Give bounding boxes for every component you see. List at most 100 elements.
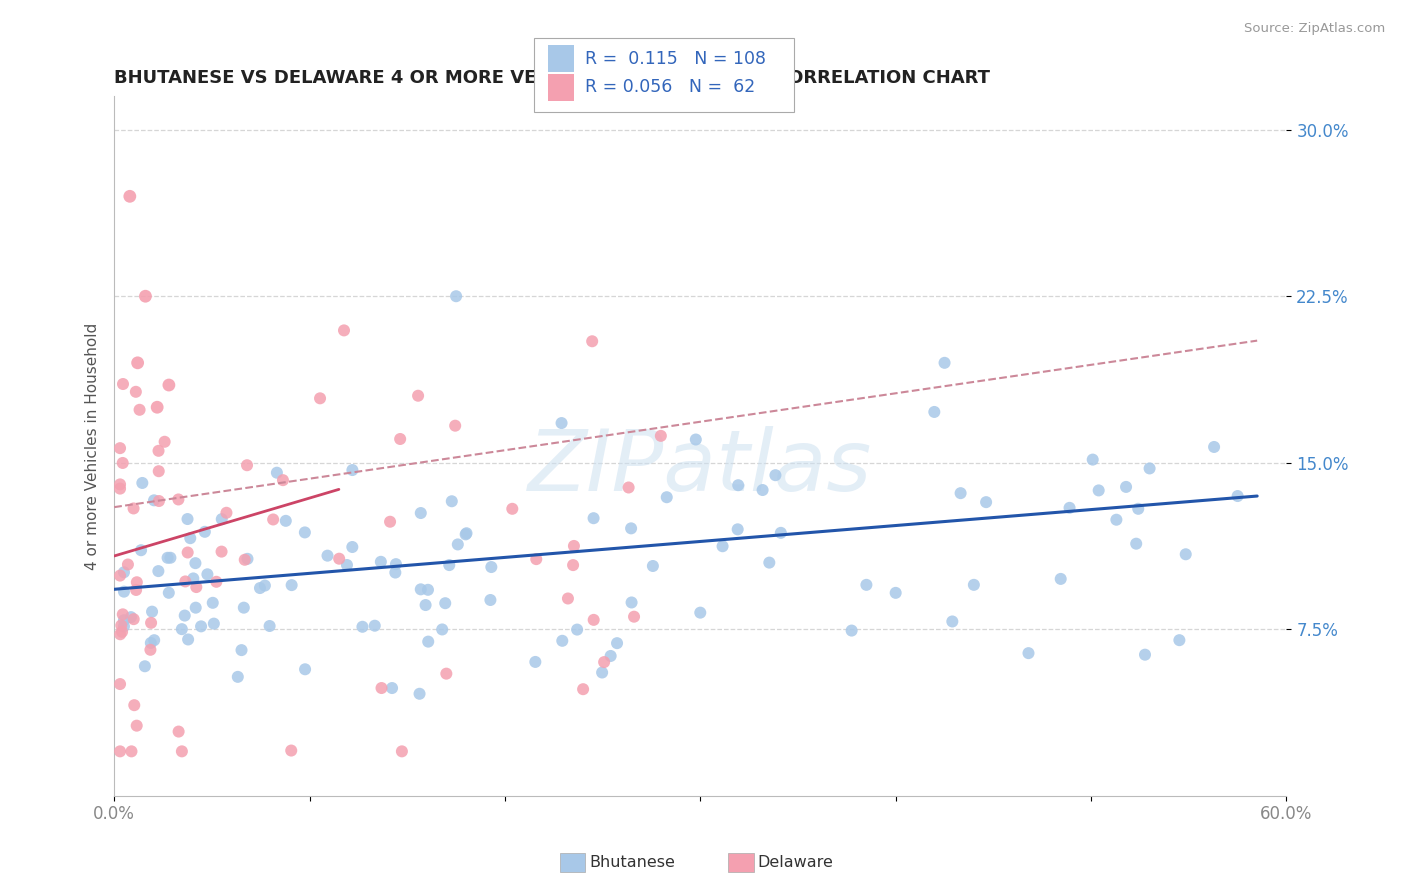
Point <box>197 567 219 582</box>
Point <box>333 323 356 337</box>
Point <box>439 558 461 572</box>
Point <box>143 493 166 508</box>
Point <box>963 578 986 592</box>
Point <box>557 591 579 606</box>
Point <box>974 495 997 509</box>
Point <box>112 584 135 599</box>
Point <box>1105 513 1128 527</box>
Point <box>336 558 359 572</box>
Point <box>685 433 707 447</box>
Point <box>129 543 152 558</box>
Point <box>1059 500 1081 515</box>
Point <box>274 514 297 528</box>
Y-axis label: 4 or more Vehicles in Household: 4 or more Vehicles in Household <box>86 323 100 570</box>
Point <box>1087 483 1109 498</box>
Point <box>711 539 734 553</box>
Point <box>582 511 605 525</box>
Point <box>108 677 131 691</box>
Point <box>447 537 470 551</box>
Point <box>194 524 217 539</box>
Point <box>591 665 613 680</box>
Point <box>381 681 404 695</box>
Point <box>751 483 773 497</box>
Point <box>1168 633 1191 648</box>
Point <box>121 744 143 758</box>
Point <box>1081 452 1104 467</box>
Point <box>316 549 339 563</box>
Point <box>765 468 787 483</box>
Point <box>211 544 233 558</box>
Point <box>205 574 228 589</box>
Point <box>440 494 463 508</box>
Point <box>769 525 792 540</box>
Point <box>1226 489 1249 503</box>
Text: Source: ZipAtlas.com: Source: ZipAtlas.com <box>1244 22 1385 36</box>
Point <box>271 473 294 487</box>
Point <box>606 636 628 650</box>
Point <box>122 612 145 626</box>
Point <box>408 687 430 701</box>
Point <box>148 464 170 478</box>
Point <box>179 531 201 545</box>
Point <box>416 582 439 597</box>
Point <box>157 586 180 600</box>
Point <box>581 334 603 349</box>
Point <box>236 551 259 566</box>
Point <box>111 624 134 639</box>
Point <box>112 613 135 627</box>
Point <box>148 564 170 578</box>
Point <box>620 521 643 535</box>
Text: ZIPatlas: ZIPatlas <box>529 425 873 508</box>
Point <box>949 486 972 500</box>
Point <box>174 574 197 589</box>
Point <box>415 598 437 612</box>
Point <box>125 575 148 590</box>
Point <box>409 506 432 520</box>
Point <box>111 607 134 622</box>
Point <box>641 559 664 574</box>
Point <box>122 501 145 516</box>
Point <box>139 636 162 650</box>
Point <box>1174 547 1197 561</box>
Text: Bhutanese: Bhutanese <box>589 855 675 870</box>
Point <box>655 490 678 504</box>
Point <box>167 724 190 739</box>
Point <box>170 744 193 758</box>
Point <box>108 482 131 496</box>
Point <box>364 618 387 632</box>
Point <box>146 401 169 415</box>
Point <box>1139 461 1161 475</box>
Point <box>370 681 392 695</box>
Point <box>352 620 374 634</box>
Point <box>111 377 134 392</box>
Point <box>108 568 131 582</box>
Point <box>884 586 907 600</box>
Text: Delaware: Delaware <box>758 855 834 870</box>
Point <box>181 571 204 585</box>
Point <box>501 501 523 516</box>
Point <box>409 582 432 597</box>
Point <box>108 627 131 641</box>
Point <box>159 550 181 565</box>
Point <box>434 596 457 610</box>
Point <box>620 595 643 609</box>
Point <box>434 666 457 681</box>
Point <box>454 527 477 541</box>
Point <box>156 550 179 565</box>
Point <box>562 539 585 553</box>
Point <box>593 655 616 669</box>
Point <box>143 633 166 648</box>
Point <box>202 616 225 631</box>
Point <box>479 560 502 574</box>
Point <box>266 466 288 480</box>
Text: R =  0.115   N = 108: R = 0.115 N = 108 <box>585 50 766 68</box>
Point <box>294 662 316 676</box>
Point <box>112 619 135 633</box>
Point <box>280 578 302 592</box>
Point <box>617 481 640 495</box>
Point <box>148 494 170 508</box>
Point <box>384 566 406 580</box>
Point <box>118 189 141 203</box>
Point <box>211 512 233 526</box>
Point <box>176 545 198 559</box>
